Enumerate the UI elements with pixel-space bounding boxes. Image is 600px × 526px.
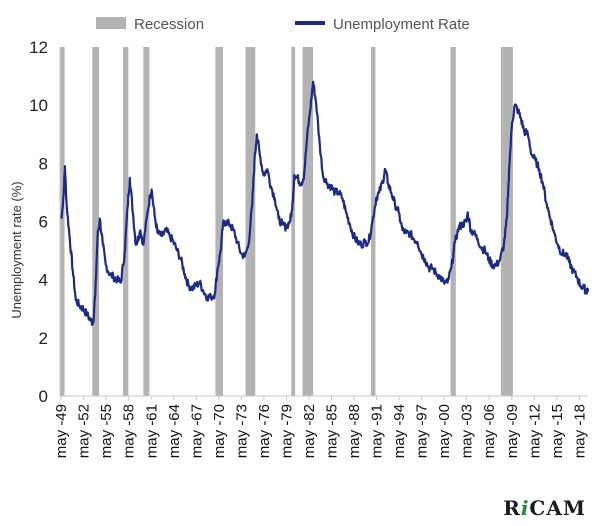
recession-bar (92, 47, 100, 396)
legend-unemployment-label: Unemployment Rate (333, 16, 470, 33)
x-tick-label: may -94 (391, 404, 408, 458)
x-tick-label: may -55 (98, 404, 115, 458)
x-tick-label: may -82 (301, 404, 318, 458)
recession-bar (291, 47, 296, 396)
x-tick-label: may -97 (414, 404, 431, 458)
y-tick-label: 2 (39, 329, 48, 348)
x-tick-label: may -49 (53, 404, 70, 458)
x-tick-label: may -85 (324, 404, 341, 458)
x-tick-label: may -88 (346, 404, 363, 458)
recession-bar (302, 47, 314, 396)
legend: Recession Unemployment Rate (96, 16, 470, 33)
axes (59, 47, 588, 397)
y-tick-label: 6 (39, 213, 48, 232)
x-tick-label: may -76 (256, 404, 273, 458)
unemployment-rate-line (60, 80, 590, 326)
recession-bar (215, 47, 223, 396)
x-tick-label: may -61 (143, 404, 160, 458)
x-tick-label: may -73 (233, 404, 250, 458)
x-tick-label: may -00 (436, 404, 453, 458)
x-tick-label: may -12 (526, 404, 543, 458)
x-tick-label: may -18 (571, 404, 588, 458)
y-axis-label: Unemployment rate (%) (9, 181, 24, 318)
ricam-logo: RiCAM (503, 496, 586, 520)
x-tick-label: may -03 (459, 404, 476, 458)
legend-recession-swatch (96, 17, 126, 29)
x-tick-label: may -67 (188, 404, 205, 458)
legend-recession-label: Recession (134, 16, 204, 33)
x-tick-label: may -09 (504, 404, 521, 458)
x-tick-label: may -91 (369, 404, 386, 458)
y-tick-label: 12 (29, 38, 48, 57)
recession-bars (60, 47, 513, 396)
x-tick-label: may -06 (481, 404, 498, 458)
x-tick-label: may -15 (549, 404, 566, 458)
recession-bar (450, 47, 456, 396)
y-tick-label: 4 (39, 271, 48, 290)
x-tick-label: may -79 (278, 404, 295, 458)
y-tick-labels: 0 2 4 6 8 10 12 (29, 38, 48, 406)
y-tick-label: 0 (39, 387, 48, 406)
x-tick-label: may -70 (211, 404, 228, 458)
y-tick-label: 10 (29, 96, 48, 115)
x-tick-label: may -64 (166, 404, 183, 458)
y-tick-label: 8 (39, 154, 48, 173)
x-tick-label: may -58 (121, 404, 138, 458)
unemployment-series (60, 80, 590, 326)
x-tick-labels: may -49 may -52 may -55 may -58 may -61 may -… (53, 396, 588, 458)
x-tick-label: may -52 (76, 404, 93, 458)
recession-bar (60, 47, 65, 396)
